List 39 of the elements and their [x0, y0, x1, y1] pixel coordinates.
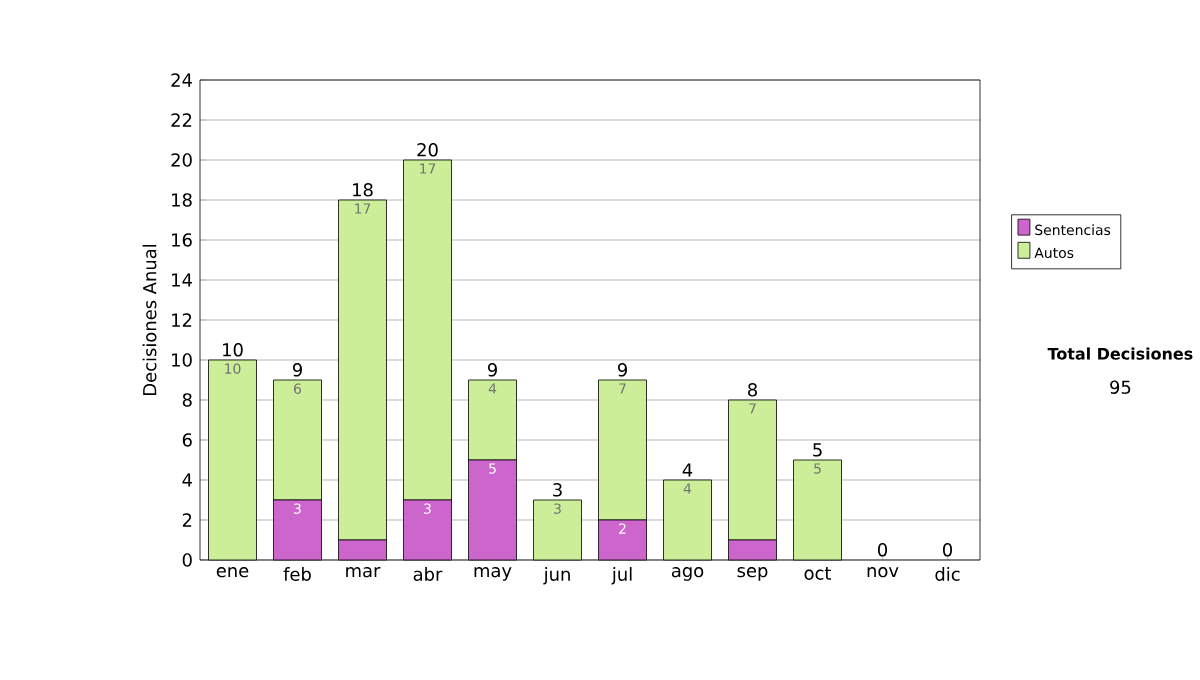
- y-tick-label: 14: [172, 273, 192, 287]
- y-tick-label: 24: [171, 73, 192, 87]
- y-tick-label: 0: [182, 553, 192, 567]
- total-label: 20: [417, 143, 438, 157]
- total-label: 9: [617, 363, 627, 377]
- y-tick-label: 18: [172, 193, 192, 207]
- x-tick-label: ago: [671, 567, 704, 581]
- y-tick-label: 22: [171, 113, 192, 127]
- x-tick-label: may: [474, 567, 512, 581]
- x-tick-label: mar: [346, 567, 381, 578]
- y-axis-title: Decisiones Anual: [142, 244, 157, 395]
- total-label: 18: [353, 183, 373, 197]
- x-tick-label: abr: [413, 567, 443, 581]
- total-label: 0: [942, 543, 953, 557]
- total-label: 9: [292, 363, 302, 377]
- x-tick-label: sep: [737, 567, 768, 581]
- y-tick-label: 16: [172, 233, 192, 247]
- total-label: 8: [748, 383, 757, 397]
- y-tick-label: 4: [182, 473, 192, 487]
- total-label: 5: [813, 443, 822, 457]
- y-tick-label: 20: [171, 153, 192, 167]
- x-tick-label: jul: [611, 567, 632, 585]
- x-tick-label: jun: [543, 567, 570, 585]
- total-label: 10: [223, 343, 243, 357]
- x-tick-label: nov: [867, 567, 899, 578]
- total-label: 4: [682, 463, 693, 477]
- y-tick-label: 2: [182, 513, 192, 527]
- text: 95: [1110, 380, 1131, 394]
- x-tick-label: feb: [283, 567, 311, 581]
- y-tick-label: 6: [182, 433, 192, 447]
- total-label: 3: [553, 483, 562, 497]
- total-label: 0: [877, 543, 888, 557]
- y-tick-label: 12: [172, 313, 192, 327]
- total-label: 9: [487, 363, 497, 377]
- y-tick-label: 10: [172, 353, 192, 367]
- x-tick-label: oct: [804, 567, 832, 580]
- x-tick-label: ene: [216, 567, 249, 578]
- x-tick-label: dic: [935, 567, 960, 581]
- y-tick-label: 8: [182, 393, 192, 407]
